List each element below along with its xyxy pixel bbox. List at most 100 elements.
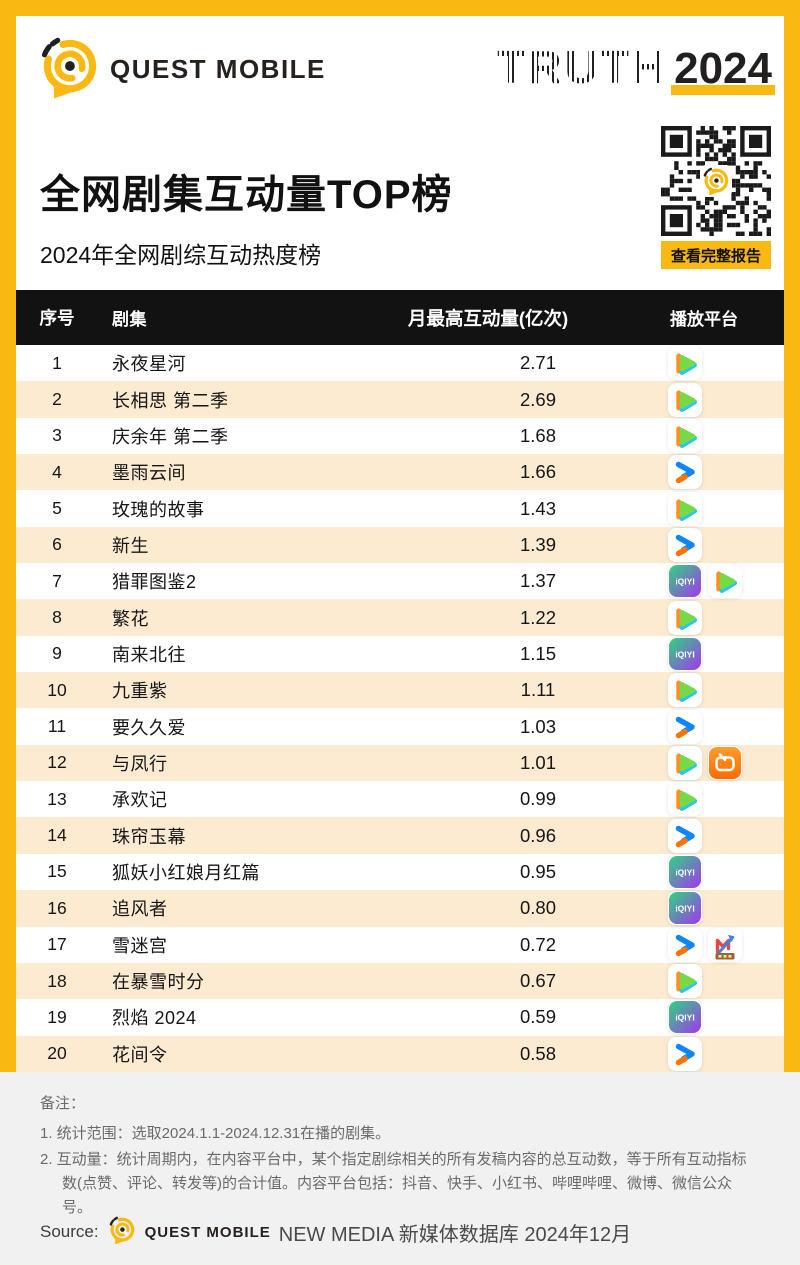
qr-center-logo-icon: [700, 165, 732, 197]
interaction-value: 1.37: [519, 570, 556, 592]
interaction-value: 1.11: [520, 679, 556, 701]
platform-icons: [668, 782, 784, 817]
drama-title: 玫瑰的故事: [112, 499, 205, 520]
title-block: 全网剧集互动量TOP榜 2024年全网剧综互动热度榜: [40, 162, 453, 270]
svg-text:iQIYI: iQIYI: [675, 1013, 694, 1023]
interaction-value: 0.96: [519, 824, 556, 846]
questmobile-logo-icon: [36, 34, 102, 105]
interaction-value: 0.58: [519, 1042, 556, 1064]
page-subtitle: 2024年全网剧综互动热度榜: [40, 242, 322, 268]
page-title: 全网剧集互动量TOP榜: [40, 173, 453, 217]
qr-modules: [661, 126, 771, 240]
youku-icon: [668, 1036, 702, 1071]
platform-icons: [668, 455, 784, 490]
drama-title: 追风者: [112, 899, 168, 920]
platform-icons: iQIYI: [668, 636, 784, 671]
tencent-video-icon: [668, 964, 702, 999]
drama-title: 长相思 第二季: [112, 390, 229, 411]
interaction-value: 0.99: [519, 788, 556, 810]
table-row: 17 雪迷宫 0.72: [16, 926, 784, 963]
platform-icons: iQIYI: [668, 1000, 784, 1035]
content-area: QUEST MOBILE TRUTH 2024 全网剧集互动量TOP榜 2024…: [16, 16, 784, 1072]
rank-number: 4: [52, 461, 62, 482]
iqiyi-icon: iQIYI: [668, 891, 702, 926]
rank-number: 5: [52, 498, 62, 519]
view-full-report-button[interactable]: 查看完整报告: [661, 241, 771, 269]
interaction-value: 1.43: [519, 497, 556, 519]
rank-number: 6: [52, 534, 62, 555]
interaction-value: 0.95: [519, 860, 556, 882]
platform-icons: [668, 709, 784, 744]
table-row: 14 珠帘玉幕 0.96: [16, 817, 784, 854]
rank-number: 18: [47, 970, 67, 991]
source-text: NEW MEDIA 新媒体数据库 2024年12月: [278, 1223, 632, 1246]
rank-number: 19: [47, 1006, 67, 1027]
table-row: 12 与凤行 1.01: [16, 744, 784, 782]
mango-tv-icon: [708, 745, 742, 780]
platform-icons: iQIYI: [668, 891, 784, 926]
tencent-video-icon: [708, 564, 742, 599]
note-item: 2. 互动量：统计周期内，在内容平台中，某个指定剧综相关的所有发稿内容的总互动数…: [40, 1151, 747, 1216]
questmobile-logo: QUEST MOBILE: [36, 34, 326, 105]
platform-icons: [668, 964, 784, 999]
platform-icons: [668, 1036, 784, 1071]
truth-underline: [671, 84, 775, 95]
platform-icons: [668, 346, 784, 381]
rank-number: 7: [52, 570, 62, 591]
rank-number: 8: [52, 607, 62, 628]
iqiyi-icon: iQIYI: [668, 636, 702, 671]
platform-icons: [668, 491, 784, 526]
interaction-value: 0.59: [519, 1006, 556, 1028]
platform-icons: [668, 527, 784, 562]
youku-icon: [668, 927, 702, 962]
table-row: 16 追风者 0.80 iQIYI: [16, 890, 784, 927]
interaction-value: 0.72: [519, 933, 556, 955]
footnotes: 备注： 1. 统计范围：选取2024.1.1-2024.12.31在播的剧集。 2…: [0, 1072, 800, 1265]
table-row: 20 花间令 0.58: [16, 1035, 784, 1072]
tencent-video-icon: [668, 782, 702, 817]
source-logo-icon: [107, 1215, 137, 1249]
drama-title: 花间令: [112, 1044, 168, 1065]
rank-number: 17: [47, 934, 67, 955]
rank-number: 9: [52, 643, 62, 664]
rank-number: 11: [47, 716, 67, 737]
drama-title: 要久久爱: [112, 717, 186, 738]
column-header-title: 剧集: [112, 310, 147, 329]
platform-icons: [668, 600, 784, 635]
column-header-platform: 播放平台: [670, 310, 738, 329]
interaction-value: 1.66: [519, 461, 556, 483]
svg-text:iQIYI: iQIYI: [675, 904, 694, 914]
notes-label: 备注：: [40, 1095, 86, 1112]
iqiyi-icon: iQIYI: [668, 854, 702, 889]
rank-number: 1: [52, 352, 62, 373]
table-row: 2 长相思 第二季 2.69: [16, 381, 784, 418]
qr-block: 查看完整报告: [661, 126, 771, 269]
tencent-video-icon: [668, 418, 702, 453]
drama-title: 烈焰 2024: [112, 1008, 197, 1029]
interaction-value: 2.69: [519, 388, 556, 410]
column-header-value: 月最高互动量(亿次): [407, 307, 569, 329]
table-row: 10 九重紫 1.11: [16, 672, 784, 709]
interaction-value: 1.22: [519, 606, 556, 628]
drama-title: 南来北往: [112, 644, 186, 665]
table-row: 13 承欢记 0.99: [16, 781, 784, 818]
svg-text:iQIYI: iQIYI: [675, 577, 694, 587]
interaction-value: 1.68: [519, 424, 556, 446]
table-row: 9 南来北往 1.15 iQIYI: [16, 635, 784, 673]
drama-title: 狐妖小红娘月红篇: [112, 862, 260, 883]
note-item: 1. 统计范围：选取2024.1.1-2024.12.31在播的剧集。: [40, 1125, 391, 1142]
drama-title: 珠帘玉幕: [112, 826, 186, 847]
table-row: 15 狐妖小红娘月红篇 0.95 iQIYI: [16, 853, 784, 891]
truth-2024-logo: TRUTH 2024: [497, 44, 775, 95]
rank-number: 15: [47, 861, 67, 882]
column-header-rank: 序号: [39, 308, 75, 328]
table-row: 19 烈焰 2024 0.59 iQIYI: [16, 999, 784, 1036]
drama-title: 九重紫: [112, 681, 168, 702]
ranking-table: 序号 剧集 月最高互动量(亿次) 播放平台 1 永夜星河 2.71 2 长相思 …: [16, 290, 784, 1072]
table-row: 11 要久久爱 1.03: [16, 708, 784, 745]
drama-title: 墨雨云间: [112, 463, 186, 484]
interaction-value: 0.67: [519, 970, 556, 992]
table-header: 序号 剧集 月最高互动量(亿次) 播放平台: [16, 290, 784, 345]
m-arrow-icon: [708, 927, 742, 962]
source-row: Source: QUEST MOBILE NEW MEDIA 新媒体数据库 20…: [40, 1215, 631, 1249]
